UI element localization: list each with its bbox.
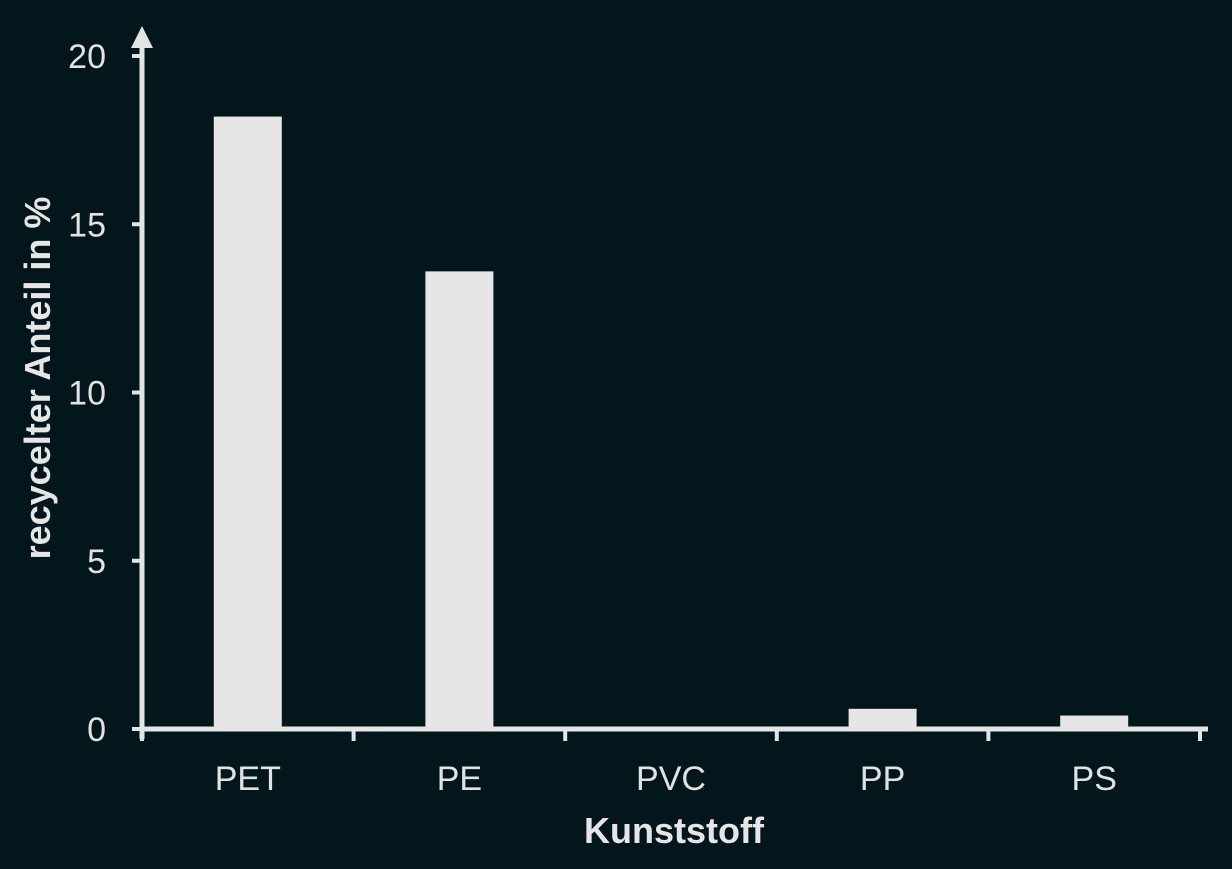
- bar-ps: [1060, 715, 1129, 729]
- x-tick-label-pvc: PVC: [636, 760, 706, 798]
- x-tick-label-pet: PET: [215, 760, 281, 798]
- y-tick-label-20: 20: [68, 38, 106, 76]
- y-axis-title: recycelter Anteil in %: [17, 197, 58, 560]
- y-tick-label-5: 5: [87, 543, 106, 581]
- y-tick-label-0: 0: [87, 711, 106, 749]
- x-axis-title: Kunststoff: [584, 810, 765, 851]
- ticks-layer: [132, 54, 1202, 741]
- y-axis-arrowhead: [131, 26, 153, 48]
- bar-pp: [848, 708, 917, 729]
- x-tick-label-ps: PS: [1072, 760, 1117, 798]
- y-tick-label-15: 15: [68, 206, 106, 244]
- axes-layer: [131, 26, 1208, 739]
- x-tick-label-pp: PP: [860, 760, 905, 798]
- x-tick-label-pe: PE: [437, 760, 482, 798]
- y-tick-label-10: 10: [68, 375, 106, 413]
- bars-layer: [213, 116, 1129, 729]
- bar-pe: [425, 271, 494, 729]
- bar-pet: [213, 116, 282, 729]
- labels-layer: 0 5 10 15 20 PET PE PVC PP PS: [68, 38, 1117, 798]
